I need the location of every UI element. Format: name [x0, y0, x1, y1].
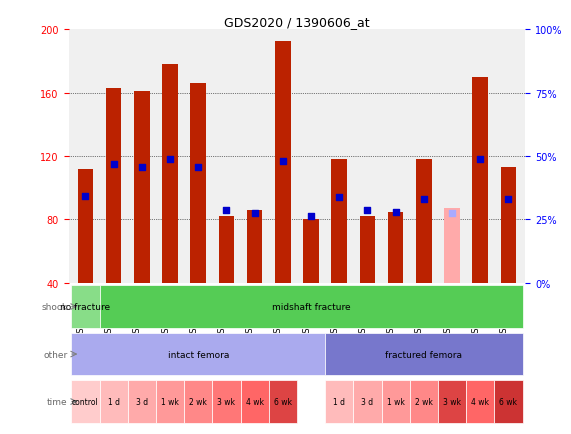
- FancyBboxPatch shape: [212, 380, 240, 423]
- Text: no fracture: no fracture: [61, 302, 111, 311]
- FancyBboxPatch shape: [494, 380, 522, 423]
- Text: 1 d: 1 d: [333, 397, 345, 406]
- FancyBboxPatch shape: [353, 380, 381, 423]
- FancyBboxPatch shape: [71, 380, 99, 423]
- Point: [278, 158, 287, 165]
- FancyBboxPatch shape: [325, 380, 353, 423]
- Text: control: control: [72, 397, 99, 406]
- Bar: [416, 160, 432, 283]
- Point: [166, 156, 175, 163]
- Bar: [388, 212, 403, 283]
- Text: other: other: [43, 350, 68, 359]
- Point: [363, 207, 372, 214]
- Text: shock: shock: [42, 302, 68, 311]
- Point: [335, 194, 344, 201]
- Bar: [331, 160, 347, 283]
- Text: 2 wk: 2 wk: [415, 397, 433, 406]
- FancyBboxPatch shape: [184, 380, 212, 423]
- Point: [448, 210, 457, 217]
- Point: [307, 214, 316, 220]
- Text: 1 wk: 1 wk: [387, 397, 404, 406]
- Point: [109, 161, 118, 168]
- Point: [81, 193, 90, 200]
- Text: 3 d: 3 d: [136, 397, 148, 406]
- Bar: [134, 92, 150, 283]
- FancyBboxPatch shape: [269, 380, 297, 423]
- Bar: [275, 41, 291, 283]
- Text: 4 wk: 4 wk: [471, 397, 489, 406]
- Bar: [501, 168, 516, 283]
- Text: intact femora: intact femora: [167, 350, 229, 359]
- FancyBboxPatch shape: [410, 380, 438, 423]
- Text: 3 d: 3 d: [361, 397, 373, 406]
- Text: 1 wk: 1 wk: [161, 397, 179, 406]
- Point: [194, 164, 203, 171]
- Text: 6 wk: 6 wk: [500, 397, 517, 406]
- Text: 6 wk: 6 wk: [274, 397, 292, 406]
- Bar: [303, 220, 319, 283]
- Bar: [360, 217, 375, 283]
- Point: [222, 207, 231, 214]
- Point: [250, 210, 259, 217]
- FancyBboxPatch shape: [156, 380, 184, 423]
- Bar: [444, 209, 460, 283]
- FancyBboxPatch shape: [99, 380, 128, 423]
- Text: 3 wk: 3 wk: [218, 397, 235, 406]
- Point: [391, 209, 400, 216]
- Text: 3 wk: 3 wk: [443, 397, 461, 406]
- FancyBboxPatch shape: [466, 380, 494, 423]
- FancyBboxPatch shape: [438, 380, 466, 423]
- Text: 2 wk: 2 wk: [190, 397, 207, 406]
- Point: [419, 196, 428, 203]
- FancyBboxPatch shape: [71, 286, 99, 328]
- Bar: [191, 84, 206, 283]
- FancyBboxPatch shape: [128, 380, 156, 423]
- FancyBboxPatch shape: [71, 333, 325, 375]
- Bar: [162, 65, 178, 283]
- Bar: [219, 217, 234, 283]
- Point: [504, 196, 513, 203]
- Bar: [78, 169, 93, 283]
- FancyBboxPatch shape: [99, 286, 522, 328]
- FancyBboxPatch shape: [325, 333, 522, 375]
- Text: 1 d: 1 d: [108, 397, 120, 406]
- Text: midshaft fracture: midshaft fracture: [272, 302, 351, 311]
- Point: [137, 164, 146, 171]
- Text: fractured femora: fractured femora: [385, 350, 463, 359]
- Text: time: time: [47, 397, 68, 406]
- Title: GDS2020 / 1390606_at: GDS2020 / 1390606_at: [224, 16, 370, 29]
- FancyBboxPatch shape: [240, 380, 269, 423]
- FancyBboxPatch shape: [381, 380, 410, 423]
- Bar: [106, 89, 122, 283]
- Point: [476, 156, 485, 163]
- Text: 4 wk: 4 wk: [246, 397, 264, 406]
- Bar: [247, 210, 263, 283]
- Bar: [472, 78, 488, 283]
